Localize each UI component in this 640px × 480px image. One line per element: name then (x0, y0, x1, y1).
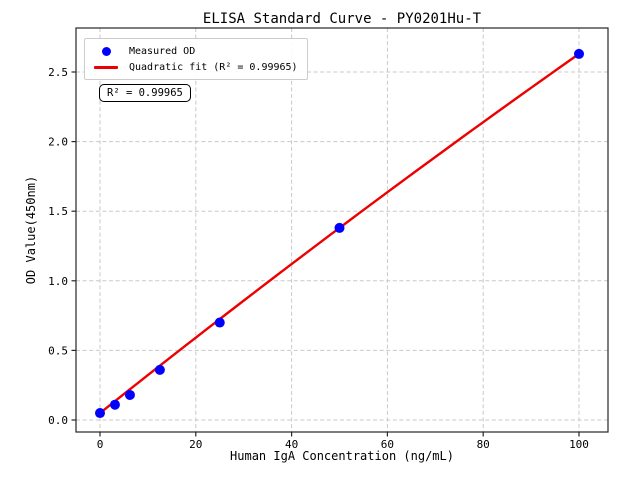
data-point (574, 48, 584, 59)
y-tick-label: 2.5 (48, 66, 68, 79)
fit-line (98, 52, 581, 415)
x-axis-label: Human IgA Concentration (ng/mL) (230, 449, 454, 463)
data-point (154, 364, 165, 375)
fit-line-icon (94, 65, 118, 69)
y-tick-label: 2.0 (48, 136, 68, 149)
x-tick-label: 40 (285, 438, 298, 451)
x-tick-label: 20 (189, 438, 202, 451)
legend: Measured OD Quadratic fit (R² = 0.99965) (84, 38, 308, 80)
legend-label-measured-od: Measured OD (129, 45, 196, 57)
chart-title: ELISA Standard Curve - PY0201Hu-T (202, 11, 482, 27)
y-axis-label: OD Value(450nm) (24, 175, 38, 285)
data-point (95, 408, 105, 419)
scatter-dot-icon (101, 46, 111, 56)
legend-marker-cell (91, 46, 121, 56)
y-tick-label: 0.5 (48, 344, 68, 357)
legend-label-quadratic-fit: Quadratic fit (R² = 0.99965) (129, 61, 298, 73)
x-tick-label: 0 (97, 438, 104, 451)
y-tick-label: 1.5 (48, 205, 68, 218)
x-tick-label: 60 (381, 438, 394, 451)
x-tick-label: 80 (477, 438, 490, 451)
r-squared-annotation: R² = 0.99965 (99, 84, 191, 102)
legend-item-quadratic-fit: Quadratic fit (R² = 0.99965) (91, 59, 298, 75)
data-point (334, 222, 345, 233)
plot-border (75, 27, 609, 433)
data-point (109, 399, 120, 410)
legend-marker-cell (91, 65, 121, 69)
legend-item-measured-od: Measured OD (91, 43, 298, 59)
data-point (124, 389, 135, 400)
x-tick-label: 100 (569, 438, 589, 451)
y-tick-label: 0.0 (48, 414, 68, 427)
data-point (214, 317, 225, 328)
y-tick-label: 1.0 (48, 275, 68, 288)
